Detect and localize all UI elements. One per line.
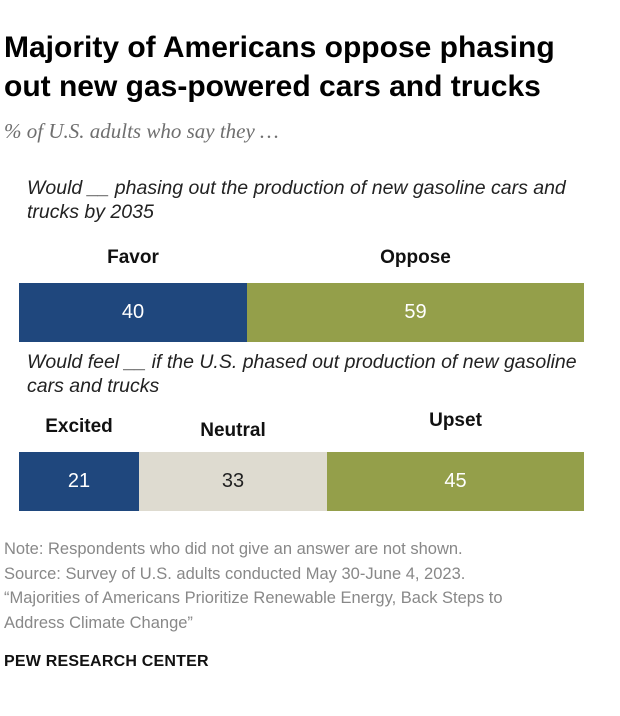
bar-segment-neutral: 33 (139, 452, 327, 511)
category-label-upset: Upset (429, 410, 482, 431)
data-label: 33 (221, 470, 245, 492)
category-label-oppose: Oppose (380, 247, 451, 268)
data-label: 45 (444, 470, 467, 492)
bar-segment-oppose: 59 (247, 283, 584, 342)
question-1: Would __ phasing out the production of n… (27, 177, 566, 223)
note-line: Note: Respondents who did not give an an… (4, 540, 463, 558)
source-line: Source: Survey of U.S. adults conducted … (4, 564, 466, 583)
category-label-favor: Favor (107, 247, 159, 268)
chart-subtitle: % of U.S. adults who say they … (4, 119, 279, 143)
data-label: 40 (121, 301, 145, 323)
chart-title: Majority of Americans oppose phasing out… (4, 31, 555, 103)
category-label-neutral: Neutral (200, 420, 266, 441)
bar-segment-upset: 45 (327, 452, 584, 511)
report-title-line: “Majorities of Americans Prioritize Rene… (4, 589, 503, 607)
category-label-excited: Excited (45, 416, 113, 437)
stacked-bar-1: 40 59 (19, 283, 584, 342)
bar-segment-excited: 21 (19, 452, 139, 511)
data-label: 59 (404, 301, 427, 323)
brand-name: PEW RESEARCH CENTER (4, 653, 209, 670)
footnotes: Note: Respondents who did not give an an… (4, 537, 616, 635)
report-title-line: Address Climate Change” (4, 613, 193, 632)
stacked-bar-2: 21 33 45 (19, 452, 584, 511)
bar-segment-favor: 40 (19, 283, 247, 342)
data-label: 21 (67, 470, 91, 492)
question-2: Would feel __ if the U.S. phased out pro… (27, 351, 577, 397)
